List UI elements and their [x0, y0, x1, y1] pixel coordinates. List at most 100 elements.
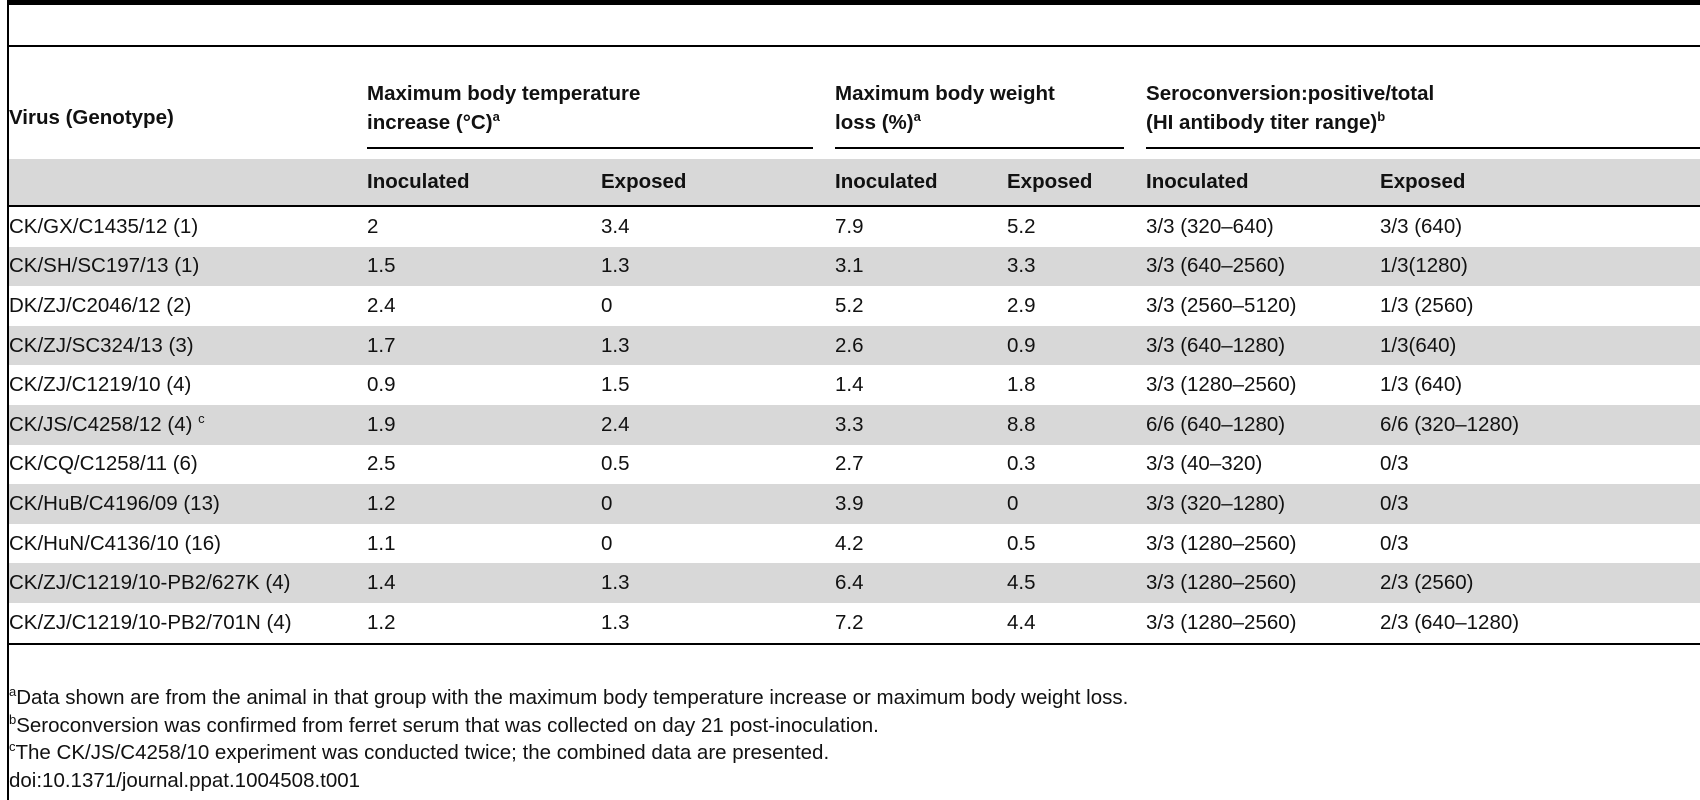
sero-exposed-cell-text: 0/3: [1380, 491, 1409, 515]
sero-inoculated-cell: 3/3 (2560–5120): [1146, 286, 1380, 326]
table-row: CK/JS/C4258/12 (4) c 1.9 2.4 3.3 8.8 6/6 (640…: [9, 404, 1700, 445]
weight-inoculated-cell-text: 3.1: [835, 254, 864, 278]
temp-exposed-cell: 0: [601, 286, 835, 326]
temp-exposed-cell-text: 3.4: [601, 214, 630, 238]
results-table: Virus (Genotype) Maximum body temperatur…: [9, 45, 1700, 645]
virus-cell-text: CK/HuN/C4136/10 (16): [9, 531, 221, 555]
temp-exposed-cell: 1.3: [601, 246, 835, 287]
weight-exposed-cell: 4.5: [1007, 563, 1147, 603]
weight-inoculated-cell-text: 7.2: [835, 610, 864, 634]
table-row: CK/HuB/C4196/09 (13) 1.2 0 3.9 0 3/3 (320–128…: [9, 484, 1700, 524]
sero-inoculated-cell-text: 3/3 (320–1280): [1146, 491, 1286, 515]
temp-exposed-cell: 0: [601, 524, 835, 564]
table-row: CK/ZJ/C1219/10 (4) 0.9 1.5 1.4 1.8 3/3 (1280–…: [9, 365, 1700, 405]
temp-inoculated-cell: 2.4: [367, 286, 601, 326]
temp-exposed-cell: 1.5: [601, 365, 835, 405]
sero-inoculated-cell: 3/3 (1280–2560): [1146, 563, 1381, 603]
weight-inoculated-cell: 3.3: [835, 404, 1007, 445]
virus-cell: CK/CQ/C1258/11 (6): [9, 445, 367, 485]
footnote-marker: c: [9, 739, 16, 755]
temp-inoculated-cell: 2: [367, 206, 601, 247]
weight-group-line1: Maximum body weight: [835, 82, 1055, 105]
temp-inoculated-cell-text: 1.7: [367, 333, 396, 357]
weight-exposed-cell-text: 4.4: [1007, 610, 1036, 634]
left-border: [7, 0, 9, 800]
header-row-groups: Virus (Genotype) Maximum body temperatur…: [9, 46, 1700, 159]
temp-inoculated-cell: 1.7: [367, 325, 601, 366]
sero-inoculated-cell: 3/3 (640–2560): [1146, 246, 1381, 287]
table-row: CK/ZJ/C1219/10-PB2/627K (4) 1.4 1.3 6.4 4.5 3…: [9, 563, 1700, 603]
weight-exposed-cell: 4.4: [1007, 603, 1146, 644]
weight-inoculated-cell: 3.1: [835, 246, 1007, 287]
virus-cell-text: CK/ZJ/SC324/13 (3): [9, 333, 194, 357]
sero-exposed-cell: 2/3 (2560): [1380, 563, 1700, 603]
sero-inoculated-cell-text: 3/3 (1280–2560): [1146, 531, 1297, 555]
temp-inoculated-cell-text: 2.5: [367, 452, 396, 476]
virus-cell-text: CK/JS/C4258/12 (4): [9, 412, 199, 436]
footnote-marker: a: [9, 684, 17, 700]
sero-inoculated-cell-text: 3/3 (320–640): [1146, 214, 1274, 238]
top-border: [7, 0, 1700, 5]
weight-exposed-cell-text: 5.2: [1007, 214, 1036, 238]
footnote-a: aData shown are from the animal in that …: [9, 684, 1128, 712]
virus-cell-text: CK/ZJ/C1219/10-PB2/701N (4): [9, 610, 292, 634]
temp-exposed-cell: 1.3: [601, 325, 835, 366]
temp-exposed-cell: 2.4: [601, 404, 835, 445]
sero-exposed-header: Exposed: [1380, 159, 1700, 206]
weight-exposed-cell: 8.8: [1007, 404, 1147, 445]
temp-inoculated-header: Inoculated: [367, 159, 601, 206]
footnote-marker: b: [1377, 109, 1386, 125]
temp-exposed-cell: 1.3: [601, 603, 835, 644]
temperature-group-line1: Maximum body temperature: [367, 82, 641, 105]
doi[interactable]: doi:10.1371/journal.ppat.1004508.t001: [9, 768, 361, 792]
weight-inoculated-cell: 3.9: [835, 484, 1007, 524]
sero-inoculated-cell-text: 6/6 (640–1280): [1146, 412, 1286, 436]
sero-exposed-cell: 2/3 (640–1280): [1380, 603, 1700, 644]
weight-exposed-cell-text: 3.3: [1007, 254, 1036, 278]
temp-inoculated-cell-text: 1.9: [367, 412, 396, 436]
temp-inoculated-cell-text: 2.4: [367, 293, 396, 317]
temp-inoculated-cell: 1.4: [367, 563, 601, 603]
sero-exposed-cell: 3/3 (640): [1380, 206, 1700, 247]
sero-exposed-cell-text: 3/3 (640): [1380, 214, 1463, 238]
weight-exposed-cell: 0.3: [1007, 445, 1146, 485]
footnote-marker: b: [9, 711, 17, 727]
sero-exposed-cell-text: 1/3 (640): [1380, 373, 1463, 397]
seroconversion-group-label: Seroconversion:positive/total (HI antibo…: [1146, 79, 1700, 149]
weight-exposed-cell: 5.2: [1007, 206, 1146, 247]
weight-exposed-cell-text: 0: [1007, 491, 1019, 515]
sero-inoculated-cell: 6/6 (640–1280): [1146, 404, 1381, 445]
weight-exposed-cell: 1.8: [1007, 365, 1146, 405]
temp-exposed-cell-text: 0.5: [601, 452, 630, 476]
sero-inoculated-cell: 3/3 (640–1280): [1146, 325, 1381, 366]
table-row: CK/SH/SC197/13 (1) 1.5 1.3 3.1 3.3 3/3 (640–2…: [9, 246, 1700, 287]
weight-inoculated-cell: 1.4: [835, 365, 1007, 405]
weight-inoculated-header: Inoculated: [835, 159, 1007, 206]
sero-exposed-cell-text: 6/6 (320–1280): [1380, 412, 1520, 436]
virus-cell: CK/ZJ/C1219/10-PB2/701N (4): [9, 603, 367, 644]
weight-inoculated-cell: 2.6: [835, 325, 1007, 366]
virus-cell: CK/HuB/C4196/09 (13): [9, 484, 367, 524]
weight-exposed-cell-text: 0.9: [1007, 333, 1036, 357]
temp-inoculated-cell: 1.1: [367, 524, 601, 564]
virus-cell-text: CK/ZJ/C1219/10 (4): [9, 373, 192, 397]
temp-exposed-cell-text: 0: [601, 293, 613, 317]
table-row: CK/HuN/C4136/10 (16) 1.1 0 4.2 0.5 3/3 (1280–…: [9, 524, 1700, 564]
weight-exposed-cell-text: 2.9: [1007, 293, 1036, 317]
virus-cell: CK/HuN/C4136/10 (16): [9, 524, 367, 564]
weight-inoculated-cell-text: 4.2: [835, 531, 864, 555]
weight-inoculated-cell-text: 7.9: [835, 214, 864, 238]
sero-exposed-cell: 1/3(640): [1380, 325, 1700, 366]
seroconversion-group-line2: (HI antibody titer range): [1146, 111, 1378, 134]
weight-group-line2: loss (%): [835, 111, 914, 134]
temp-inoculated-cell: 2.5: [367, 445, 601, 485]
weight-inoculated-cell: 4.2: [835, 524, 1007, 564]
virus-subheader-blank: [9, 159, 367, 206]
sero-exposed-cell-text: 2/3 (640–1280): [1380, 610, 1520, 634]
footnote-text: Seroconversion was confirmed from ferret…: [16, 713, 879, 737]
temp-exposed-header: Exposed: [601, 159, 835, 206]
sero-inoculated-cell: 3/3 (1280–2560): [1146, 524, 1380, 564]
virus-cell: DK/ZJ/C2046/12 (2): [9, 286, 367, 326]
temp-inoculated-cell-text: 1.2: [367, 610, 396, 634]
temp-exposed-cell-text: 2.4: [601, 412, 630, 436]
